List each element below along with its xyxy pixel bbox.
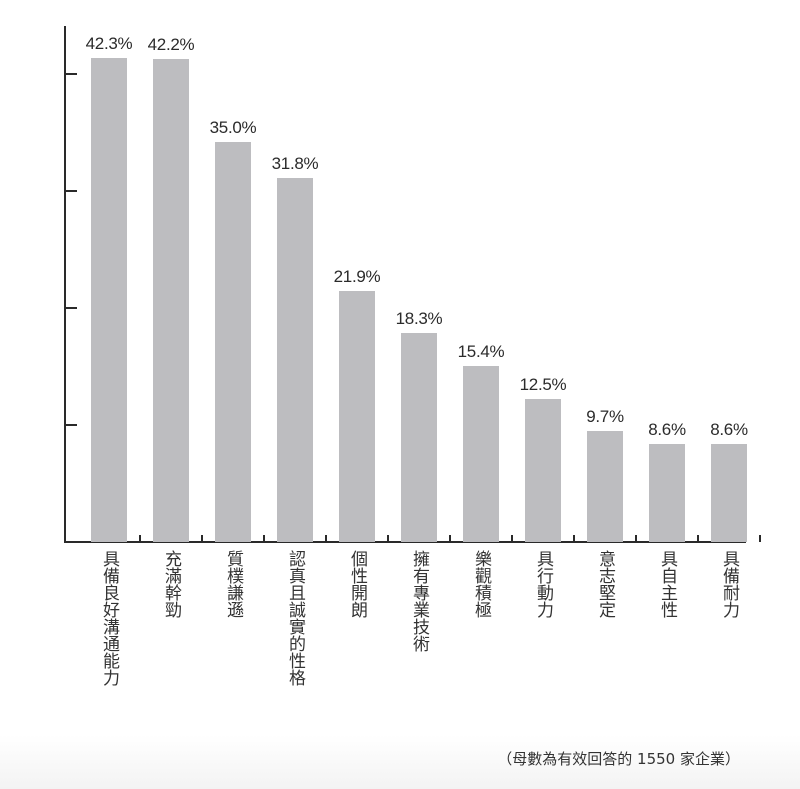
x-tick xyxy=(573,535,575,542)
bar xyxy=(153,59,189,542)
x-tick xyxy=(449,535,451,542)
bar-value-label: 42.2% xyxy=(147,35,195,55)
bar-value-label: 9.7% xyxy=(586,407,624,427)
y-tick xyxy=(64,423,77,426)
x-tick xyxy=(511,535,513,542)
bar xyxy=(463,365,499,542)
y-axis xyxy=(64,26,66,543)
x-axis xyxy=(64,541,746,543)
x-tick xyxy=(635,535,637,542)
x-tick xyxy=(759,535,761,542)
bar-value-label: 18.3% xyxy=(395,308,443,328)
category-label: 具備良好溝通能力 xyxy=(99,550,119,686)
bar xyxy=(711,443,747,542)
x-tick xyxy=(387,535,389,542)
bar-value-label: 12.5% xyxy=(519,375,567,394)
bar xyxy=(215,141,251,542)
bar xyxy=(91,58,127,542)
bar-value-label: 8.6% xyxy=(710,419,748,439)
x-tick xyxy=(263,535,265,542)
category-label: 意志堅定 xyxy=(595,550,615,618)
x-tick xyxy=(697,535,699,542)
bar xyxy=(339,291,375,542)
category-label: 具備耐力 xyxy=(719,550,739,618)
bar-value-label: 35.0% xyxy=(209,117,257,137)
bar-value-label: 31.8% xyxy=(271,154,319,174)
x-tick xyxy=(139,535,141,542)
bar xyxy=(587,431,623,542)
bar-value-label: 8.6% xyxy=(648,419,686,439)
y-tick xyxy=(64,72,77,75)
category-label: 具自主性 xyxy=(657,550,677,618)
bar xyxy=(649,443,685,542)
x-tick xyxy=(325,535,327,542)
y-tick xyxy=(64,306,77,309)
category-label: 個性開朗 xyxy=(347,550,367,618)
category-label: 具行動力 xyxy=(533,550,553,618)
sample-size-footnote: （母數為有效回答的 1550 家企業） xyxy=(497,750,740,768)
category-label: 擁有專業技術 xyxy=(409,550,429,652)
category-label: 充滿幹勁 xyxy=(161,550,181,618)
category-label: 認真且誠實的性格 xyxy=(285,550,305,686)
bar-value-label: 15.4% xyxy=(457,341,505,361)
bar-value-label: 21.9% xyxy=(333,267,381,287)
x-tick xyxy=(201,535,203,542)
bar xyxy=(525,399,561,542)
bar-value-label: 42.3% xyxy=(85,34,133,54)
category-label: 質樸謙遜 xyxy=(223,550,243,618)
bar xyxy=(401,332,437,542)
y-tick xyxy=(64,189,77,192)
bar xyxy=(277,178,313,542)
category-label: 樂觀積極 xyxy=(471,550,491,618)
